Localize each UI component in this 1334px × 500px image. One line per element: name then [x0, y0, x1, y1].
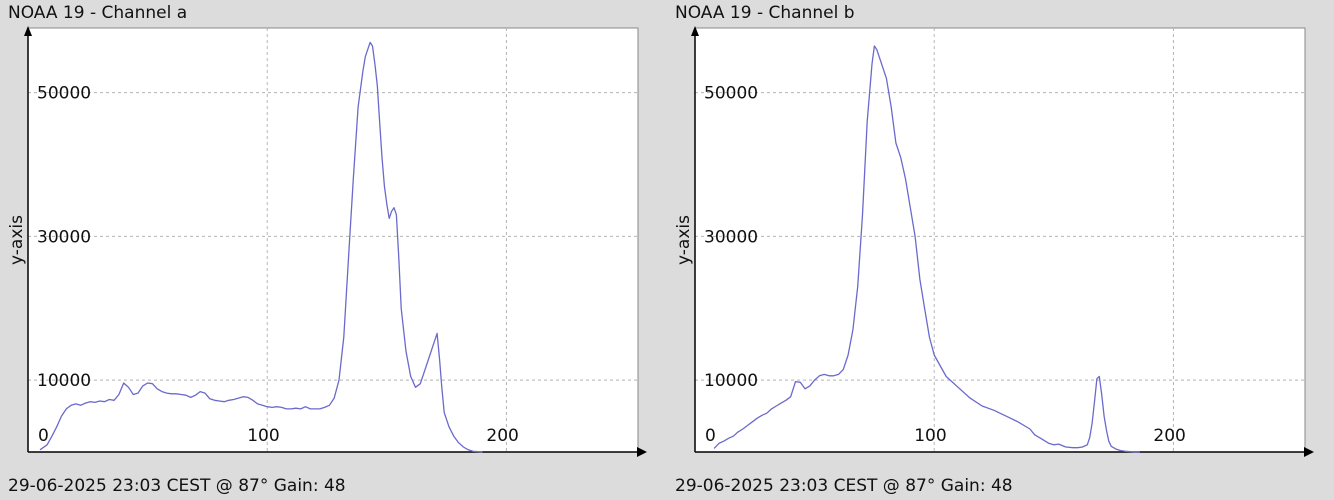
y-axis-label: y-axis [7, 215, 27, 265]
plot-area [694, 27, 1306, 453]
plot-area [27, 27, 639, 453]
x-tick-label: 100 [914, 426, 946, 446]
y-tick-label: 50000 [704, 84, 758, 104]
x-tick-label: 200 [486, 426, 518, 446]
y-tick-label: 50000 [37, 84, 91, 104]
chart-panel-channel-a: NOAA 19 - Channel a 10000 30000 50000 0 100 2… [7, 3, 647, 496]
y-axis-arrow [24, 26, 32, 36]
chart-title: NOAA 19 - Channel a [8, 3, 188, 23]
y-tick-label: 10000 [704, 371, 758, 391]
series-line [39, 41, 483, 453]
y-axis-arrow [691, 26, 699, 36]
y-tick-label: 30000 [704, 227, 758, 247]
chart-channel-a: 10000 30000 50000 0 100 200 y-axis [7, 26, 647, 457]
chart-footer-status: 29-06-2025 23:03 CEST @ 87° Gain: 48 [675, 476, 1013, 496]
x-axis-arrow [1304, 447, 1314, 457]
y-axis-label: y-axis [674, 215, 694, 265]
chart-footer-status: 29-06-2025 23:03 CEST @ 87° Gain: 48 [8, 476, 346, 496]
x-tick-label: 200 [1153, 426, 1185, 446]
y-tick-label: 30000 [37, 227, 91, 247]
chart-title: NOAA 19 - Channel b [675, 3, 855, 23]
x-tick-label: 0 [38, 426, 49, 446]
x-tick-label: 100 [247, 426, 279, 446]
x-axis-arrow [637, 447, 647, 457]
y-tick-label: 10000 [37, 371, 91, 391]
series-line [713, 45, 1140, 453]
chart-channel-b: 10000 30000 50000 0 100 200 y-axis [674, 26, 1314, 457]
x-tick-label: 0 [705, 426, 716, 446]
chart-panel-channel-b: NOAA 19 - Channel b 10000 30000 50000 0 100 2… [667, 0, 1334, 500]
